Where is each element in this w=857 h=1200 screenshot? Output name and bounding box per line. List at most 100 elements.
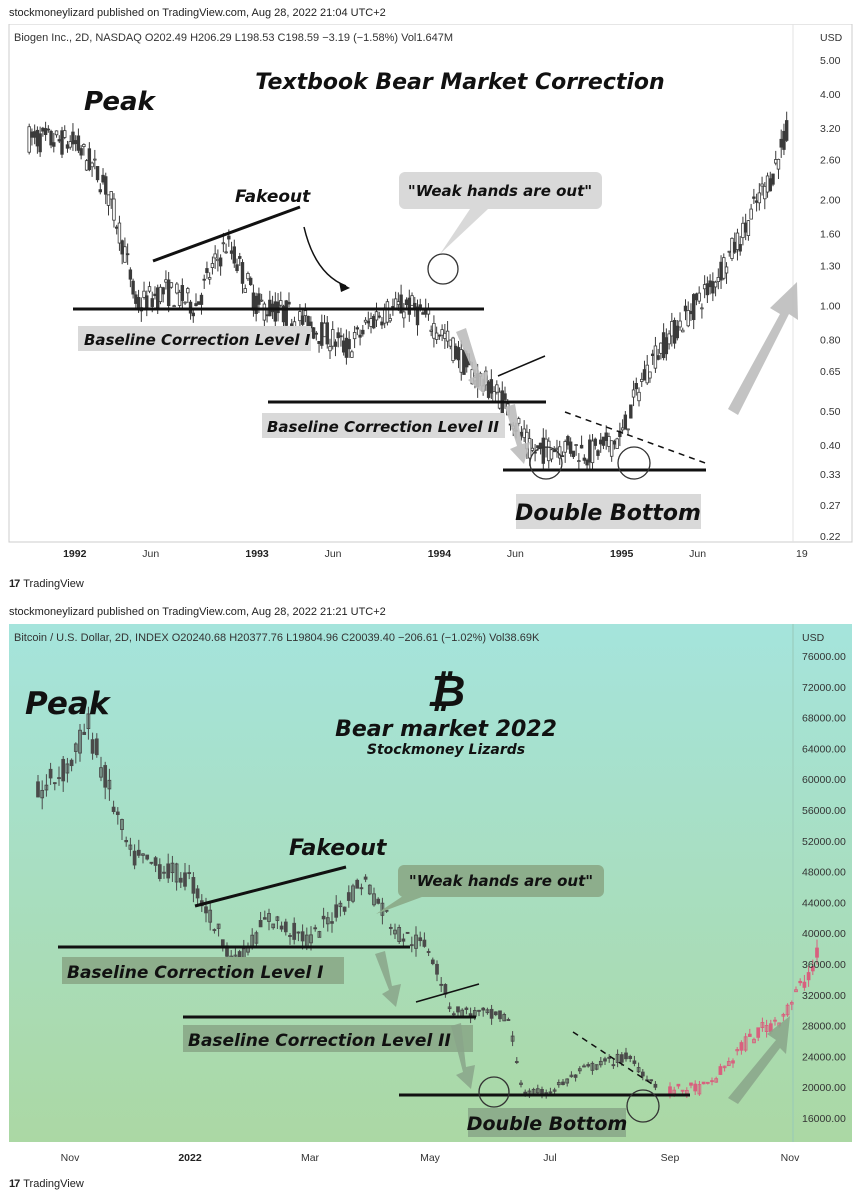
candle-body [498, 1010, 502, 1020]
y-tick-label: 48000.00 [802, 867, 846, 879]
candle-body [216, 258, 220, 262]
level2-box [262, 413, 505, 438]
candle-body [147, 286, 152, 292]
candle-body [815, 947, 819, 958]
candle-body [623, 414, 628, 430]
candle-body [195, 888, 200, 899]
candle-body [782, 130, 786, 150]
x-tick-label: 19 [796, 548, 808, 560]
y-tick-label: 28000.00 [802, 1021, 846, 1033]
fakeout-arrowhead [339, 282, 350, 292]
candle-body [615, 438, 619, 449]
candle-body [746, 220, 751, 236]
candle-body [678, 320, 682, 328]
weak-hands-circle [427, 253, 459, 285]
candle-body [98, 189, 102, 193]
x-tick-label: Mar [301, 1152, 320, 1164]
level2-label: Baseline Correction Level II [267, 418, 499, 436]
candle-body [52, 782, 57, 785]
candle-body [61, 758, 66, 782]
candle-body [240, 262, 245, 284]
candle-body [582, 457, 587, 461]
candle-body [763, 185, 767, 200]
candle-body [802, 981, 807, 988]
candle-body [166, 279, 171, 307]
candle-body [331, 329, 335, 347]
candle-body [552, 449, 556, 453]
candle-body [309, 934, 313, 944]
candle-body [57, 777, 61, 780]
candle-body [603, 1058, 607, 1062]
candle-body [552, 1089, 557, 1092]
candle-body [361, 329, 365, 335]
candle-body [510, 1035, 515, 1042]
candle-body [430, 959, 435, 965]
candle-body [213, 253, 217, 259]
candle-body [456, 347, 461, 361]
y-tick-label: 0.65 [820, 366, 841, 378]
candle-body [789, 1002, 794, 1005]
candle-body [180, 285, 185, 301]
candle-body [82, 731, 87, 735]
x-tick-label: Jun [325, 548, 342, 560]
candle-body [106, 194, 111, 206]
candle-body [735, 232, 740, 250]
level2-box-2 [183, 1025, 473, 1052]
candle-body [36, 781, 40, 798]
candle-body [262, 917, 267, 920]
candle-body [101, 174, 105, 183]
candle-body [254, 295, 258, 314]
publisher-line: stockmoneylizard published on TradingVie… [9, 7, 386, 19]
candle-body [199, 294, 204, 305]
candle-body [661, 332, 666, 359]
candle-body [141, 853, 145, 856]
candle-body [205, 268, 209, 274]
candle-body [157, 864, 162, 879]
candle-body [288, 935, 292, 937]
symbol-info-2: Bitcoin / U.S. Dollar, 2D, INDEX O20240.… [14, 632, 540, 644]
candle-body [99, 767, 103, 778]
candle-body [40, 789, 45, 799]
candle-body [626, 428, 630, 431]
weak-hands-box-2 [398, 865, 604, 897]
candle-body [103, 765, 108, 788]
candle-body [418, 937, 423, 942]
candle-body [117, 222, 122, 244]
candle-body [298, 311, 302, 322]
y-tick-label: 60000.00 [802, 774, 846, 786]
candle-body [221, 242, 226, 245]
candle-body [619, 1054, 624, 1063]
candle-body [243, 288, 247, 293]
candle-body [650, 353, 655, 357]
candle-body [204, 906, 208, 914]
candle-body [760, 183, 764, 187]
chart-title: Textbook Bear Market Correction [255, 70, 664, 95]
candle-body [689, 1082, 693, 1086]
candle-body [701, 1081, 706, 1085]
candle-body [95, 166, 100, 181]
candle-body [571, 450, 576, 458]
candle-body [35, 129, 40, 147]
candle-body [107, 779, 112, 790]
candle-body [407, 297, 412, 315]
candle-body [774, 159, 778, 164]
candle-body [399, 294, 403, 314]
y-tick-label: 4.00 [820, 89, 841, 101]
candle-body [208, 909, 213, 923]
candle-body [393, 298, 398, 310]
candle-body [202, 278, 206, 281]
grey-arrow-2-2 [451, 1023, 475, 1089]
candle-body [313, 927, 318, 930]
candle-body [238, 256, 242, 259]
candle-body [566, 436, 570, 446]
candle-body [722, 1065, 727, 1069]
candle-body [611, 1064, 616, 1067]
candle-body [601, 436, 606, 446]
candle-body [743, 1036, 748, 1051]
candle-body [409, 944, 414, 947]
x-axis-2: Nov 2022 Mar May Jul Sep Nov [61, 1152, 800, 1164]
candle-body [41, 127, 45, 132]
x-tick-label: Nov [781, 1152, 800, 1164]
candle-body [65, 763, 70, 774]
candle-body [296, 931, 301, 934]
